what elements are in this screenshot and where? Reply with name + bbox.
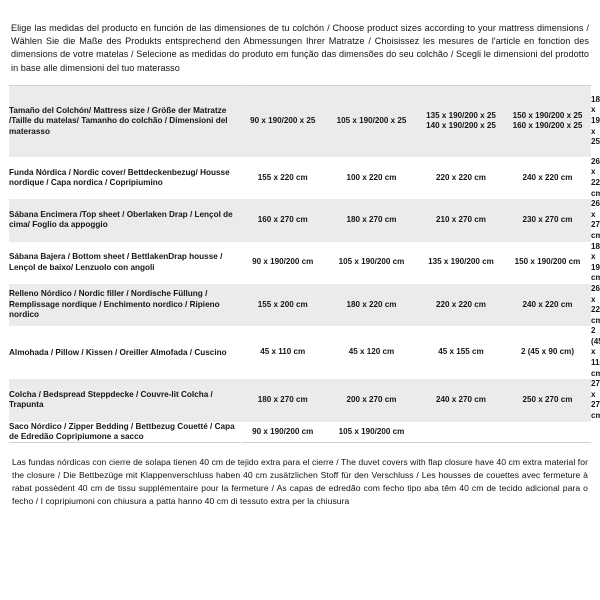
table-row: Colcha / Bedspread Steppdecke / Couvre-l… [9, 379, 600, 422]
row-label: Sábana Bajera / Bottom sheet / Bettlaken… [9, 241, 240, 284]
mattress-size-table: Tamaño del Colchón/ Mattress size / Größ… [9, 84, 600, 444]
row-value: 155 x 220 cm [240, 156, 325, 200]
row-value: 45 x 120 cm [325, 326, 418, 380]
row-value: 210 x 270 cm [418, 199, 504, 242]
row-value: 250 x 270 cm [504, 379, 591, 422]
row-label: Relleno Nórdico / Nordic filler / Nordis… [9, 283, 240, 327]
table-row: Sábana Encimera /Top sheet / Oberlaken D… [9, 199, 600, 242]
row-value: 45 x 155 cm [418, 326, 504, 380]
row-label: Colcha / Bedspread Steppdecke / Couvre-l… [9, 379, 240, 422]
header-col-2: 105 x 190/200 x 25 [325, 85, 418, 157]
table-body: Tamaño del Colchón/ Mattress size / Größ… [9, 85, 600, 443]
header-col-4: 150 x 190/200 x 25 160 x 190/200 x 25 [504, 85, 591, 157]
table-row: Saco Nórdico / Zipper Bedding / Bettbezu… [9, 421, 591, 443]
row-value [418, 421, 504, 443]
header-col-1: 90 x 190/200 x 25 [240, 85, 325, 157]
row-value: 240 x 220 cm [504, 283, 591, 327]
row-value: 90 x 190/200 cm [240, 241, 325, 284]
table-header-row: Tamaño del Colchón/ Mattress size / Größ… [9, 85, 600, 157]
intro-paragraph: Elige las medidas del producto en funció… [11, 23, 589, 73]
row-label: Funda Nórdica / Nordic cover/ Bettdecken… [9, 156, 240, 200]
footnote-paragraph: Las fundas nórdicas con cierre de solapa… [12, 457, 588, 507]
row-label: Almohada / Pillow / Kissen / Oreiller Al… [9, 326, 240, 380]
header-label-cell: Tamaño del Colchón/ Mattress size / Größ… [9, 85, 240, 157]
row-value: 220 x 220 cm [418, 283, 504, 327]
row-value: 180 x 270 cm [325, 199, 418, 242]
row-value: 220 x 220 cm [418, 156, 504, 200]
row-label: Saco Nórdico / Zipper Bedding / Bettbezu… [9, 421, 240, 443]
row-value: 2 (45 x 90 cm) [504, 326, 591, 380]
row-value: 105 x 190/200 cm [325, 421, 418, 443]
table-row: Funda Nórdica / Nordic cover/ Bettdecken… [9, 156, 600, 200]
row-value: 135 x 190/200 cm [418, 241, 504, 284]
row-label: Sábana Encimera /Top sheet / Oberlaken D… [9, 199, 240, 242]
row-value: 90 x 190/200 cm [240, 421, 325, 443]
table-row: Relleno Nórdico / Nordic filler / Nordis… [9, 283, 600, 327]
row-value: 180 x 270 cm [240, 379, 325, 422]
row-value: 240 x 220 cm [504, 156, 591, 200]
table-row: Almohada / Pillow / Kissen / Oreiller Al… [9, 326, 600, 380]
row-value: 45 x 110 cm [240, 326, 325, 380]
row-value: 180 x 220 cm [325, 283, 418, 327]
row-value: 200 x 270 cm [325, 379, 418, 422]
row-value: 155 x 200 cm [240, 283, 325, 327]
header-col-3: 135 x 190/200 x 25 140 x 190/200 x 25 [418, 85, 504, 157]
row-value: 150 x 190/200 cm [504, 241, 591, 284]
row-value: 160 x 270 cm [240, 199, 325, 242]
row-value: 230 x 270 cm [504, 199, 591, 242]
table-row: Sábana Bajera / Bottom sheet / Bettlaken… [9, 241, 600, 284]
row-value: 240 x 270 cm [418, 379, 504, 422]
row-value: 105 x 190/200 cm [325, 241, 418, 284]
row-value: 100 x 220 cm [325, 156, 418, 200]
row-value [504, 421, 591, 443]
